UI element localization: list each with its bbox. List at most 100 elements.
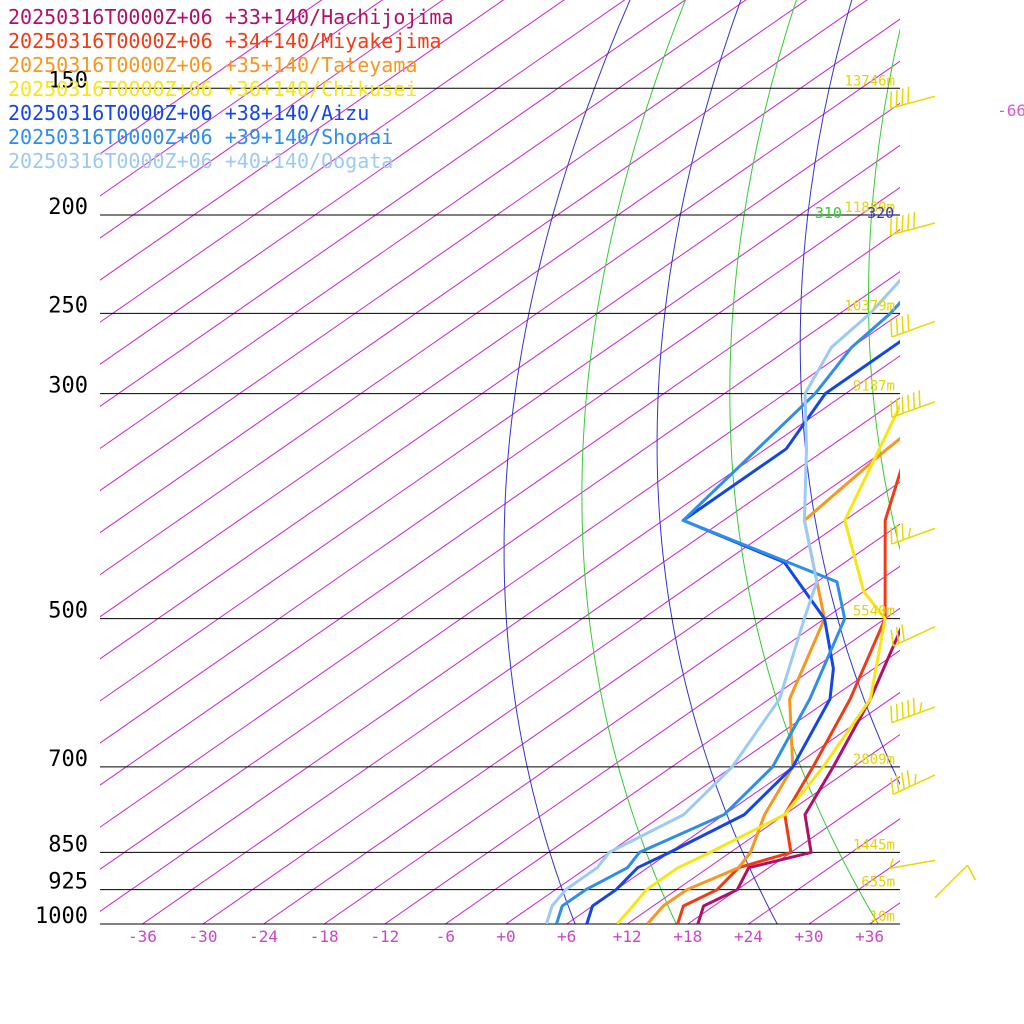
barb-flag [912, 392, 916, 410]
x-tick-label: +0 [496, 927, 515, 946]
height-label: 655m [861, 875, 895, 891]
x-tick-label: +6 [557, 927, 576, 946]
barb-flag [895, 775, 900, 792]
wind-barb [889, 86, 936, 109]
wind-barb [890, 523, 936, 545]
x-tick-label: -30 [189, 927, 218, 946]
wind-barb [890, 624, 936, 647]
barb-flag [901, 316, 904, 333]
wind-barb [890, 697, 936, 724]
x-tick-label: +36 [855, 927, 884, 946]
legend-entry: 20250316T0000Z+06 +40+140/Oogata [8, 149, 393, 173]
x-tick-label: -6 [436, 927, 455, 946]
pressure-label: 850 [48, 832, 88, 857]
wind-barb [889, 211, 936, 236]
station-legend: 20250316T0000Z+06 +33+140/Hachijojima202… [8, 5, 454, 173]
barb-flag [907, 394, 910, 412]
x-tick-label: -18 [310, 927, 339, 946]
height-label: 13746m [844, 73, 895, 89]
barb-flag [895, 525, 899, 543]
barb-staff [892, 774, 936, 796]
x-tick-label: +24 [734, 927, 763, 946]
wind-barbs [888, 86, 976, 899]
legend-entry: 20250316T0000Z+06 +33+140/Hachijojima [8, 5, 454, 29]
wind-barb [890, 390, 936, 419]
barb-staff [891, 320, 936, 338]
barb-flag [890, 400, 893, 418]
temperature-profiles [544, 278, 900, 924]
barb-staff [890, 95, 936, 109]
barb-staff [889, 859, 936, 870]
barb-staff [890, 222, 936, 236]
barb-flag [914, 773, 917, 785]
height-label: 5540m [853, 604, 895, 620]
isotherm-line [100, 228, 900, 786]
series-line-chikusei [615, 402, 900, 924]
theta-label: 310 [815, 204, 842, 222]
barb-flag [895, 216, 898, 234]
wind-barb [934, 864, 976, 899]
legend-entry: 20250316T0000Z+06 +34+140/Miyakejima [8, 29, 441, 53]
barb-flag [890, 527, 893, 545]
legend-entry: 20250316T0000Z+06 +39+140/Shonai [8, 125, 393, 149]
barb-flag [895, 318, 899, 336]
barb-flag [907, 213, 910, 231]
height-label: 10379m [844, 298, 895, 314]
barb-flag [901, 396, 904, 414]
series-line-oogata [544, 278, 900, 924]
barb-flag [888, 858, 894, 869]
pressure-label: 925 [48, 870, 88, 895]
barb-flag [890, 777, 895, 795]
barb-flag [901, 701, 904, 719]
height-label: 1445m [853, 837, 895, 853]
barb-flag [890, 629, 895, 647]
barb-flag [912, 697, 916, 715]
pressure-axis-labels: 1001502002503005007008509251000 [35, 68, 88, 929]
wind-barb [888, 858, 936, 870]
height-labels: 16269m13746m11880m10379m9187m5540m2809m1… [844, 73, 895, 925]
isotherm-line [445, 607, 900, 924]
pressure-label: 250 [48, 293, 88, 318]
temperature-axis-labels: -36 -30 -24 -18 -12 -6 +0 +6 +12 +18 +24 +30 +36 [128, 927, 884, 946]
pressure-label: 500 [48, 599, 88, 624]
pressure-label: 300 [48, 374, 88, 399]
theta-labels: 310 320 [815, 204, 894, 222]
x-tick-label: +18 [673, 927, 702, 946]
barb-flag [901, 772, 905, 790]
x-tick-label: -12 [370, 927, 399, 946]
upper-isotherm-labels: -66-60-54-48 [997, 101, 1024, 120]
isotherm-line [100, 271, 900, 828]
dry-adiabat-line [729, 0, 879, 924]
barb-staff [934, 864, 969, 899]
legend-entry: 20250316T0000Z+06 +38+140/Aizu [8, 101, 369, 125]
series-line-shonai [555, 300, 900, 924]
dry-adiabat-line [581, 0, 686, 924]
isotherm-line [263, 481, 900, 924]
isotherm-line [142, 397, 900, 924]
height-label: 11880m [844, 200, 895, 216]
barb-flag [918, 390, 921, 408]
x-tick-label: +12 [613, 927, 642, 946]
barb-flag [901, 523, 904, 541]
wind-barb [890, 770, 936, 796]
height-label: 10m [870, 909, 895, 925]
series-line-miyakejima [676, 467, 900, 924]
upper-isotherm-label: -66 [997, 101, 1024, 120]
dry-adiabat-line [867, 27, 900, 552]
barb-staff [891, 400, 936, 419]
isotherm-line [100, 355, 900, 912]
pressure-label: 150 [48, 68, 88, 93]
legend-entry: 20250316T0000Z+06 +35+140/Tateyama [8, 53, 417, 77]
barb-flag [890, 320, 893, 338]
series-line-tateyama [646, 436, 900, 924]
barb-flag [895, 89, 898, 107]
dry-adiabat-line [503, 0, 631, 924]
barb-flag [890, 705, 893, 723]
barb-staff [892, 625, 936, 647]
barb-flag [901, 88, 904, 106]
height-label: 2809m [853, 752, 895, 768]
barb-flag [901, 215, 904, 232]
isotherm-line [202, 439, 900, 924]
